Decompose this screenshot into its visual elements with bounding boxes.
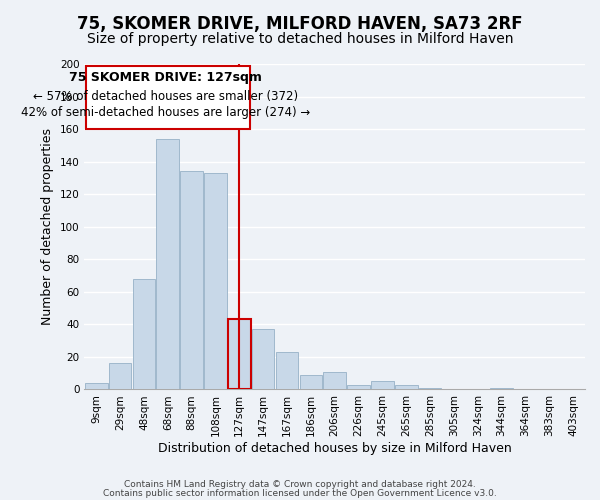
Bar [133, 279, 155, 390]
Bar [109, 364, 131, 390]
Text: ← 57% of detached houses are smaller (372): ← 57% of detached houses are smaller (37… [33, 90, 298, 103]
Text: Contains HM Land Registry data © Crown copyright and database right 2024.: Contains HM Land Registry data © Crown c… [124, 480, 476, 489]
Bar [490, 388, 513, 390]
Text: Size of property relative to detached houses in Milford Haven: Size of property relative to detached ho… [87, 32, 513, 46]
X-axis label: Distribution of detached houses by size in Milford Haven: Distribution of detached houses by size … [158, 442, 512, 455]
Bar [85, 383, 107, 390]
Text: Contains public sector information licensed under the Open Government Licence v3: Contains public sector information licen… [103, 488, 497, 498]
Bar [347, 384, 370, 390]
Bar [275, 352, 298, 390]
Text: 75, SKOMER DRIVE, MILFORD HAVEN, SA73 2RF: 75, SKOMER DRIVE, MILFORD HAVEN, SA73 2R… [77, 15, 523, 33]
Bar [299, 375, 322, 390]
Bar [180, 172, 203, 390]
Bar [157, 139, 179, 390]
Bar [395, 384, 418, 390]
Bar [371, 382, 394, 390]
Y-axis label: Number of detached properties: Number of detached properties [41, 128, 54, 325]
Bar [86, 66, 250, 129]
Bar [204, 173, 227, 390]
Text: 42% of semi-detached houses are larger (274) →: 42% of semi-detached houses are larger (… [21, 106, 310, 120]
Text: 75 SKOMER DRIVE: 127sqm: 75 SKOMER DRIVE: 127sqm [69, 70, 262, 84]
Bar [419, 388, 442, 390]
Bar [252, 329, 274, 390]
Bar [323, 372, 346, 390]
Bar [228, 320, 251, 390]
